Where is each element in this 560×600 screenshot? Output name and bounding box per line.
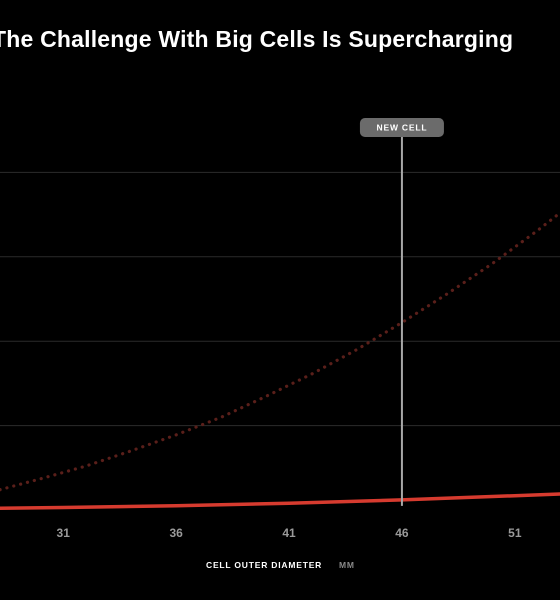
x-tick-label: 31 (57, 526, 71, 540)
x-tick-label: 46 (395, 526, 409, 540)
new-cell-marker: NEW CELL (359, 118, 444, 506)
x-tick-labels: 31 36 41 46 51 (57, 526, 522, 540)
x-tick-label: 36 (169, 526, 183, 540)
gridlines (0, 171, 560, 427)
series-layer (0, 211, 560, 511)
x-axis-title: CELL OUTER DIAMETER (206, 560, 322, 570)
x-tick-label: 41 (282, 526, 296, 540)
chart-title: The Challenge With Big Cells Is Supercha… (0, 26, 514, 52)
marker-label-bg (359, 118, 444, 137)
x-axis-unit: MM (339, 560, 355, 570)
series-solid-line (0, 492, 560, 511)
series-dotted-line (0, 211, 560, 492)
x-tick-label: 51 (508, 526, 522, 540)
marker-label: NEW CELL (377, 123, 428, 133)
